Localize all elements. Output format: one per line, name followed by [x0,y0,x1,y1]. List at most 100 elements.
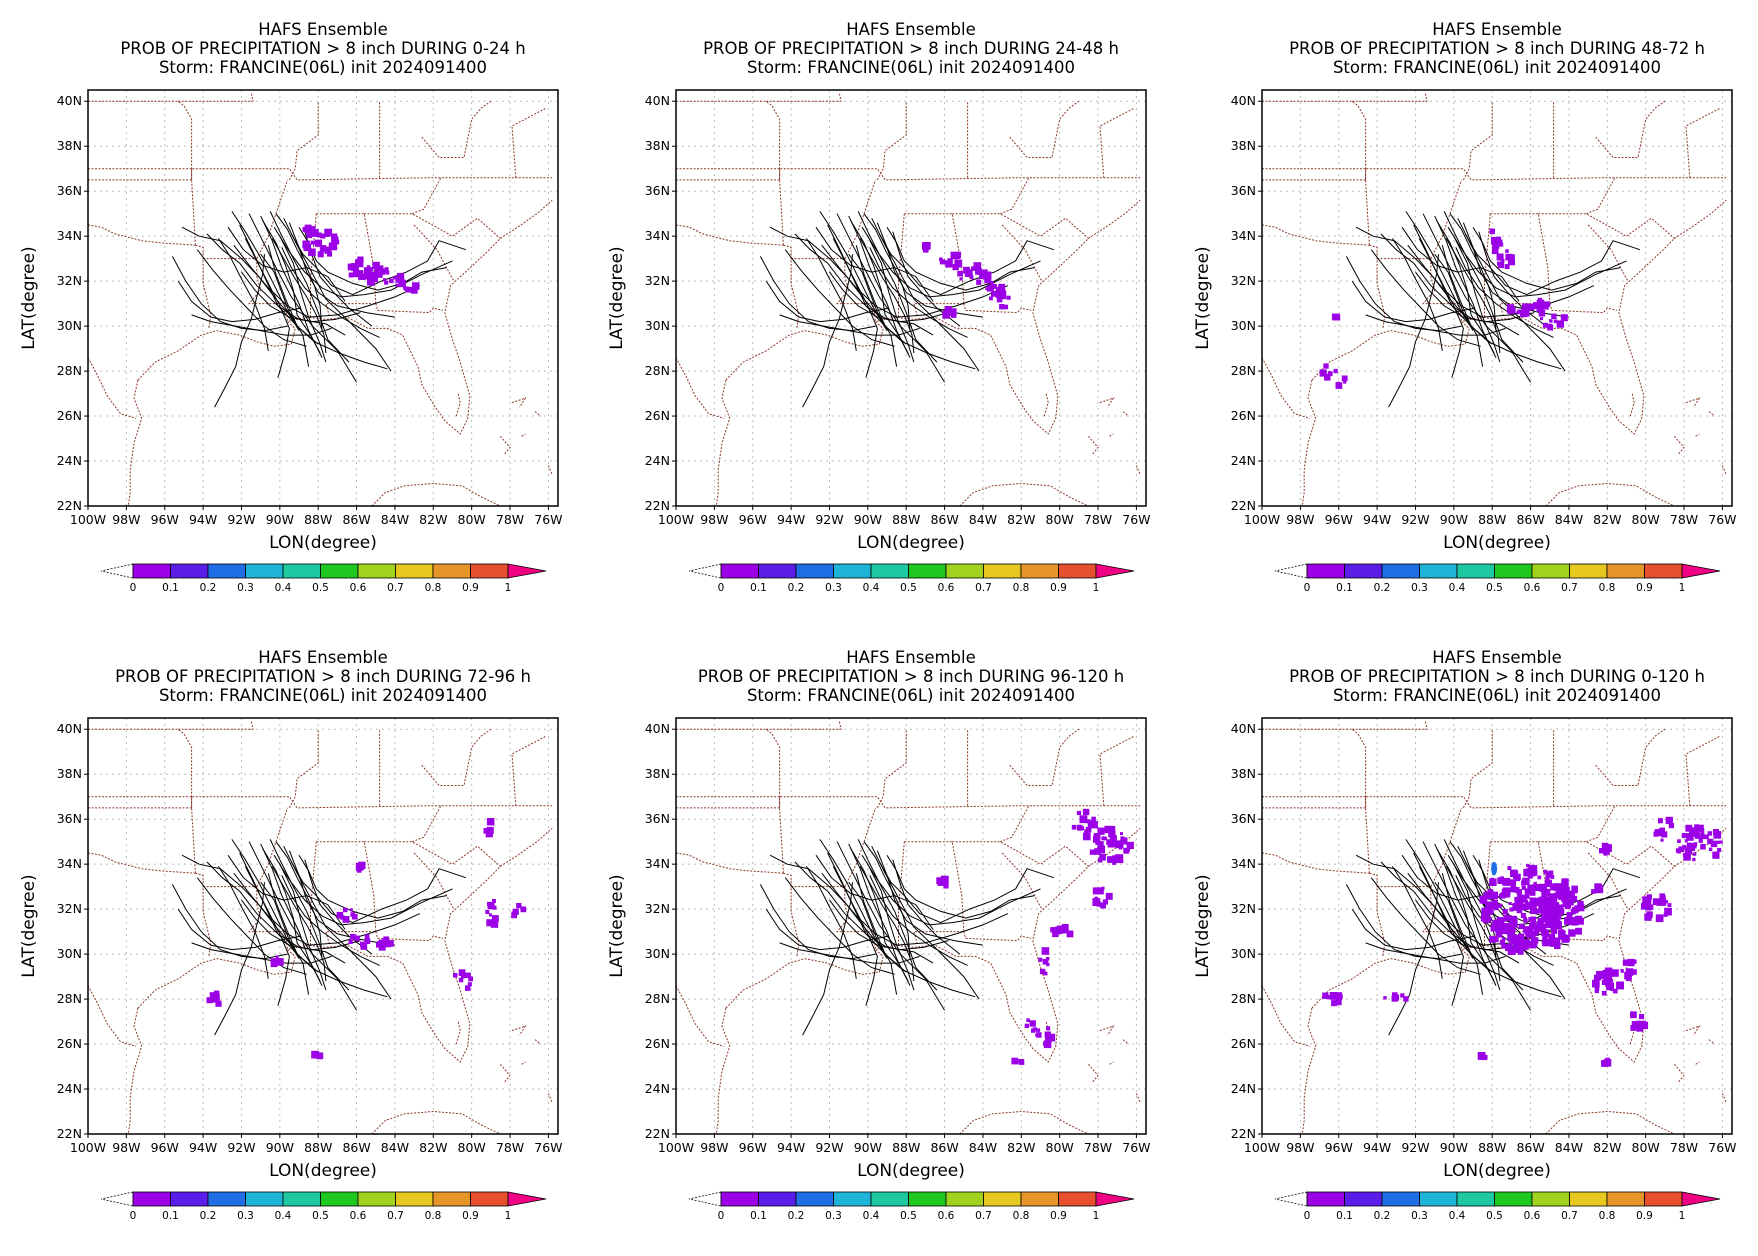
precip-prob-cell [1692,857,1696,862]
storm-track [281,247,380,338]
lon-tick-label: 78W [496,512,524,527]
colorbar-label: 0.6 [350,1210,367,1222]
storm-track [794,233,934,336]
precip-prob-cell [967,270,973,276]
precip-prob-cell [327,251,333,257]
precip-prob-cell [1038,957,1043,962]
lon-tick-label: 78W [496,1140,524,1155]
precip-prob-cell [1605,980,1612,987]
storm-track [269,211,350,363]
precip-prob-cell [1551,912,1559,920]
colorbar-label: 0.2 [788,1210,805,1222]
precip-prob-cell [382,938,388,943]
colorbar-cell [1531,563,1570,579]
precip-prob-cell [1097,845,1105,854]
boundary-line [500,435,511,455]
boundary-line [1088,435,1099,455]
precip-prob-cell-high [1491,861,1498,876]
storm-track [1418,238,1464,378]
lat-tick-label: 22N [645,498,670,513]
boundary-line [1430,179,1462,259]
lon-tick-label: 82W [1593,512,1621,527]
colorbar-over-triangle [1681,1191,1721,1207]
panel-model-title: HAFS Ensemble [1432,20,1562,39]
colorbar-cell [170,563,209,579]
lon-tick-label: 96W [151,512,179,527]
precip-prob-cell [1719,840,1723,844]
panel-period-title: PROB OF PRECIPITATION > 8 inch DURING 72… [115,667,531,686]
precip-prob-cell [1665,816,1673,825]
precip-prob-cell [1101,886,1105,890]
lon-tick-label: 80W [1046,1140,1074,1155]
precip-prob-cell [1555,902,1560,906]
precip-prob-cell [1531,870,1538,876]
precip-prob-cell [1701,831,1705,835]
precip-prob-cell [1572,888,1578,894]
precip-prob-cell [516,903,522,909]
precip-prob-cell [937,878,945,886]
precip-prob-cell [1605,975,1613,982]
lon-tick-label: 96W [151,1140,179,1155]
boundary-line [1685,397,1701,408]
colorbar-cell [1419,563,1458,579]
colorbar-label: 0.3 [825,1210,842,1222]
boundary-line [88,224,196,246]
storm-track [892,859,961,955]
storm-track [177,908,301,951]
boundary-line [127,1007,143,1134]
colorbar-cell [1644,1191,1683,1207]
precip-prob-cell [1656,901,1661,906]
precip-prob-cell [1026,1018,1030,1022]
precip-prob-cell [374,268,380,274]
boundary-line [844,179,876,259]
boundary-line [88,852,196,874]
precip-prob-cell [1555,908,1559,912]
precip-prob-cell [1660,830,1665,834]
colorbar-under-triangle [1274,1191,1308,1207]
precip-prob-cell [1565,918,1570,922]
colorbar-cell [1494,563,1533,579]
boundary-line [1462,729,1493,809]
lat-tick-label: 22N [645,1126,670,1141]
lat-tick-label: 24N [645,453,670,468]
lon-tick-label: 88W [892,1140,920,1155]
precip-prob-cell [1044,1031,1051,1038]
boundary-line [1099,107,1135,178]
precip-prob-cell [339,915,345,920]
precip-prob-cell [1105,892,1113,900]
lat-tick-label: 32N [57,901,82,916]
precip-prob-cell [1530,907,1537,915]
lon-tick-label: 98W [1286,512,1314,527]
boundary-line [676,357,725,419]
boundary-line [1262,100,1367,180]
colorbar-cell [357,1191,396,1207]
precip-prob-cell [1630,1011,1637,1019]
colorbar-label: 0 [718,582,725,594]
precip-prob-cell [358,270,364,275]
storm-track [260,881,310,995]
precip-prob-cell [1488,910,1493,915]
lat-tick-label: 28N [1231,363,1256,378]
precip-prob-cell [1507,258,1515,266]
precip-prob-cell [991,291,997,297]
precip-prob-cell [1549,319,1553,323]
colorbar-label: 0.5 [900,582,917,594]
panel-storm-title: Storm: FRANCINE(06L) init 2024091400 [159,686,487,705]
lon-tick-label: 76W [1708,512,1736,527]
storm-track [214,254,265,408]
colorbar: 0 0.1 0.2 0.3 0.4 0.5 0.6 0.7 0.8 0.9 1 [1274,1191,1721,1222]
precip-prob-cell [389,278,394,284]
storm-track [275,213,323,331]
precip-prob-cell [1570,909,1576,915]
precip-prob-cell [1525,927,1534,936]
precip-prob-cell [1691,843,1697,849]
boundary-line [1685,107,1721,178]
precip-prob-cell [1505,253,1512,261]
precip-prob-cell [1522,304,1526,308]
boundary-line [1708,411,1716,417]
colorbar-label: 0.9 [462,1210,479,1222]
storm-track [267,873,388,998]
storm-track [1443,211,1524,363]
lon-tick-label: 94W [189,512,217,527]
precip-prob-cell [1093,836,1098,841]
